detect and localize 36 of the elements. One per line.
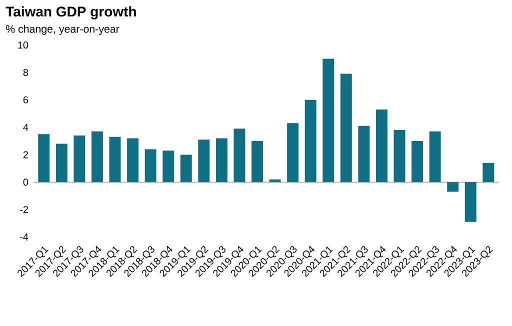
y-tick-label: -2 bbox=[20, 206, 28, 214]
bar bbox=[180, 154, 192, 182]
bar bbox=[394, 130, 406, 182]
bar bbox=[412, 141, 424, 182]
y-tick-label: 6 bbox=[23, 96, 28, 104]
bar bbox=[109, 136, 121, 182]
bar bbox=[482, 162, 494, 182]
bar bbox=[447, 182, 459, 192]
bar bbox=[269, 179, 281, 182]
bar bbox=[162, 150, 174, 182]
bar bbox=[91, 131, 103, 182]
bar bbox=[144, 149, 156, 182]
y-tick-label: 8 bbox=[23, 68, 28, 76]
y-tick-label: 0 bbox=[23, 178, 28, 186]
bar bbox=[340, 74, 352, 182]
bar bbox=[376, 109, 388, 182]
bar bbox=[56, 144, 68, 182]
y-tick-label: -4 bbox=[20, 234, 28, 240]
y-tick-label: 10 bbox=[18, 41, 28, 49]
bar bbox=[216, 138, 228, 182]
bar bbox=[252, 141, 263, 182]
chart-title: Taiwan GDP growth bbox=[6, 6, 136, 20]
bar bbox=[358, 126, 370, 182]
y-tick-label: 2 bbox=[23, 151, 28, 158]
bar bbox=[74, 136, 86, 182]
y-tick-label: 4 bbox=[23, 124, 28, 131]
bar bbox=[322, 58, 334, 182]
bar bbox=[304, 100, 316, 182]
bar bbox=[464, 182, 476, 222]
bar bbox=[429, 131, 441, 182]
bar bbox=[234, 128, 246, 182]
chart-subtitle: % change, year-on-year bbox=[6, 24, 120, 35]
bar bbox=[198, 140, 210, 182]
bar bbox=[127, 138, 139, 182]
bar bbox=[287, 123, 299, 182]
bar bbox=[38, 134, 50, 182]
